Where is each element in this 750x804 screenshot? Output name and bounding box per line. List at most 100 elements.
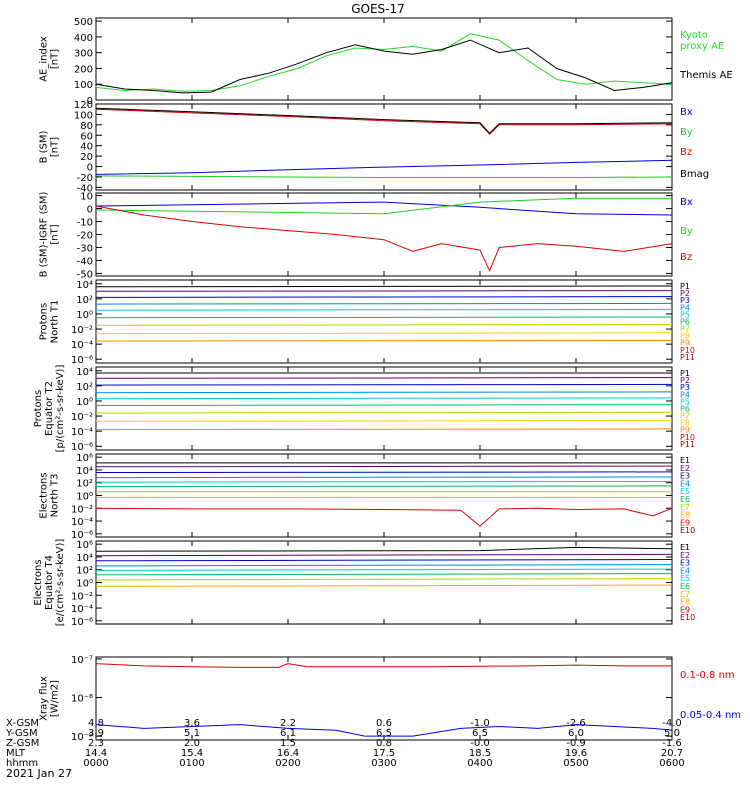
y-axis-label: B (SM)-IGRF (SM) [39,192,50,278]
y-tick-label: 0 [87,205,93,216]
legend-item: E8 [680,598,690,607]
y-tick-label: 10⁻⁸ [71,694,93,705]
y-tick-label: 10⁻⁴ [71,604,93,615]
y-tick-label: 300 [74,49,93,60]
y-axis-label: Protons [39,303,50,340]
legend-item: P1 [680,282,690,291]
y-tick-label: 10⁻⁷ [71,655,93,666]
series-line-5-7 [95,411,673,414]
plot-frame [95,366,673,451]
panel-4: 10⁴ 10² 10⁰ 10⁻² 10⁻⁴ 10⁻⁶ Protons North T1 P1P2… [39,279,695,366]
y-axis-label: Equator T2 [44,381,55,436]
series-line-7-2 [95,553,673,557]
legend-item: E5 [680,487,690,496]
y-tick-label: 200 [74,64,93,75]
series-line-4-3 [95,296,673,298]
legend-item: By [680,127,693,138]
panel-5: 10⁴ 10² 10⁰ 10⁻² 10⁻⁴ 10⁻⁶ Protons Equator T2 [p… [33,365,695,454]
y-tick-label: 120 [74,100,93,111]
y-tick-label: 10⁰ [76,310,93,321]
axis-row-value: -2.6 [566,718,586,729]
y-tick-label: 10⁰ [76,492,93,503]
legend-item: P5 [680,397,690,406]
series-line-7-7 [95,578,673,581]
y-tick-label: 10⁻⁹ [71,732,93,743]
y-tick-label: 10² [76,479,93,490]
axis-row-value: 0200 [275,758,300,769]
series-line-6-5 [95,481,673,483]
legend-item: 0.05-0.4 nm [680,710,741,721]
y-tick-label: 100 [74,110,93,121]
series-line-7-6 [95,573,673,576]
legend-item: P10 [680,346,695,355]
y-tick-label: 10⁶ [76,540,93,551]
legend-item: Bz [680,147,692,158]
legend-item: By [680,226,693,237]
y-tick-label: 10 [80,192,93,203]
legend-item: E3 [680,472,690,481]
y-tick-label: -40 [77,256,93,267]
series-line-1-2 [95,39,673,94]
y-tick-label: 10⁻⁶ [71,617,93,628]
axis-row-value: -1.6 [662,738,682,749]
y-tick-label: 10⁻⁶ [71,355,93,366]
y-axis-label: Xray flux [39,676,50,721]
legend-item: E9 [680,518,690,527]
series-line-3-3 [95,205,673,273]
legend-item: E6 [680,582,690,591]
axis-row-value: 6.5 [376,728,392,739]
series-line-7-4 [95,564,673,567]
legend-item: Bx [680,197,693,208]
series-line-3-1 [95,201,673,216]
legend-item: Kyoto [680,30,708,41]
y-tick-label: -50 [77,269,93,280]
series-line-6-2 [95,465,673,468]
legend-item: E4 [680,566,690,575]
axis-row-value: 2.2 [280,718,296,729]
series-line-2-1 [95,159,673,175]
plot-frame [95,192,673,277]
y-tick-label: 0 [87,96,93,107]
legend-item: P6 [680,317,690,326]
axis-row-value: 2.0 [184,738,200,749]
legend-item: P7 [680,325,690,334]
axis-row-value: -0.9 [566,738,586,749]
y-axis-label: Protons [33,390,44,427]
legend-item: P7 [680,412,690,421]
series-line-5-9 [95,428,673,431]
axis-row-name: X-GSM [6,718,39,729]
axis-row-value: 0.8 [376,738,392,749]
series-line-6-3 [95,471,673,473]
axis-row-value: 1.5 [280,738,296,749]
series-line-5-5 [95,397,673,400]
y-tick-label: 10⁻² [71,325,93,336]
y-axis-label: [e/(cm²-s-sr-keV)] [55,539,66,627]
axis-row-value: 18.5 [469,748,491,759]
panel-8: 10⁻⁷ 10⁻⁸ 10⁻⁹ Xray flux [W/m2] 0.1-0.8 nm 0.0… [39,655,742,743]
date-label: 2021 Jan 27 [6,767,72,780]
series-line-5-6 [95,404,673,406]
y-tick-label: 10⁻⁴ [71,340,93,351]
series-line-4-2 [95,290,673,292]
y-tick-label: 10² [76,295,93,306]
axis-row-value: 0400 [467,758,492,769]
legend-item: P5 [680,310,690,319]
axis-row-name: Z-GSM [6,738,39,749]
legend-item: P2 [680,289,690,298]
y-axis-label: Electrons [39,472,50,518]
legend-item: E1 [680,543,690,552]
y-tick-label: -10 [77,218,93,229]
legend-item: E5 [680,574,690,583]
axis-row-value: 6.5 [472,728,488,739]
series-line-6-6 [95,485,673,488]
y-axis-label: Equator T4 [44,555,55,610]
axis-row-value: 3.6 [184,718,200,729]
y-axis-label: [p/(cm²-s-sr-keV)] [55,365,66,453]
y-tick-label: 20 [80,152,93,163]
axis-row-value: -4.0 [662,718,682,729]
series-line-5-3 [95,383,673,386]
y-tick-label: 80 [80,121,93,132]
y-tick-label: 0 [87,163,93,174]
